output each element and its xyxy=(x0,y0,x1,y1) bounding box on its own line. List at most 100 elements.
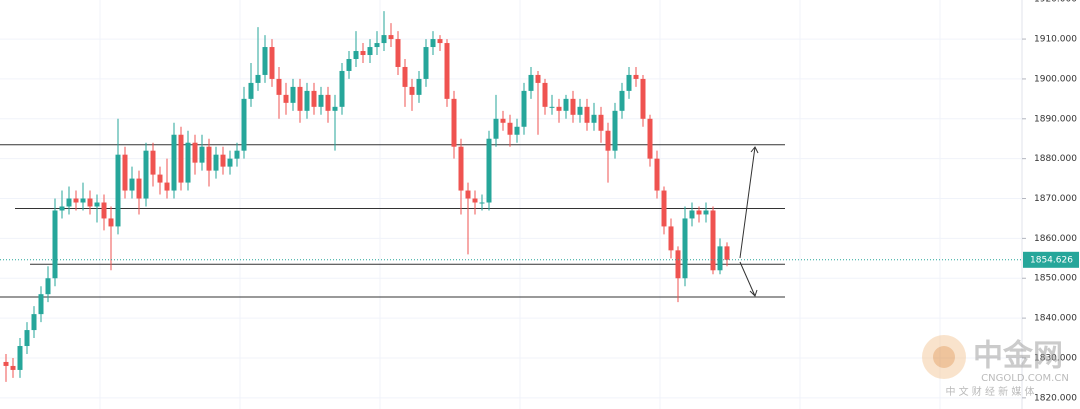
candle-body xyxy=(129,178,135,191)
candle-body xyxy=(381,35,387,44)
candle-body xyxy=(521,90,527,127)
candle-body xyxy=(437,39,443,44)
y-tick-label: 1860.000 xyxy=(1034,234,1077,244)
candle-body xyxy=(143,150,149,199)
candle-body xyxy=(339,70,345,107)
candle-body xyxy=(157,174,163,183)
grid xyxy=(0,38,1022,399)
candle-body xyxy=(388,35,394,40)
candle-body xyxy=(535,74,541,83)
candle-body xyxy=(213,154,219,171)
candle-body xyxy=(717,246,723,271)
candle-body xyxy=(640,78,646,119)
y-tick-label: 1910.000 xyxy=(1034,35,1077,45)
watermark: 中金网 CNGOLD.COM.CN 中 文 财 经 新 媒 体 xyxy=(922,335,1069,398)
candle-body xyxy=(80,198,86,203)
candle-body xyxy=(451,98,457,147)
candle-body xyxy=(514,126,520,135)
candle-body xyxy=(3,361,9,366)
candle-body xyxy=(367,47,373,56)
candle-body xyxy=(458,146,464,191)
candle-body xyxy=(199,146,205,163)
arrow-down xyxy=(739,261,758,297)
arrow-up xyxy=(739,146,759,259)
candle-body xyxy=(192,142,198,163)
candle-body xyxy=(563,98,569,111)
y-tick-label: 1820.000 xyxy=(1034,393,1077,403)
y-tick-label: 1890.000 xyxy=(1034,114,1077,124)
candle-body xyxy=(619,90,625,111)
last-price-label: 1854.626 xyxy=(1030,255,1073,265)
candle-body xyxy=(311,90,317,107)
last-price-box xyxy=(1023,251,1079,268)
candle-body xyxy=(220,154,226,167)
y-axis: 1820.000 1830.000 1840.000 1850.000 1860.000… xyxy=(1022,0,1079,403)
candle-body xyxy=(325,94,331,111)
arrows xyxy=(739,146,759,297)
candle-body xyxy=(185,142,191,183)
candle-body xyxy=(472,198,478,203)
candle-body xyxy=(605,130,611,151)
candle-body xyxy=(696,210,702,215)
candle-body xyxy=(500,118,506,123)
candle-body xyxy=(276,78,282,95)
y-tick-label: 1830.000 xyxy=(1034,353,1077,363)
y-tick-label: 1900.000 xyxy=(1034,74,1077,84)
vertical-grid xyxy=(99,0,941,409)
watermark-brand: 中金网 xyxy=(973,339,1063,374)
candle-body xyxy=(45,278,51,295)
candle-body xyxy=(479,202,485,204)
candle-body xyxy=(206,146,212,171)
candle-body xyxy=(710,210,716,271)
candle-body xyxy=(549,106,555,108)
candle-body xyxy=(122,154,128,191)
candle-body xyxy=(486,138,492,203)
y-tick-label: 1870.000 xyxy=(1034,194,1077,204)
candle-body xyxy=(402,66,408,87)
candle-body xyxy=(612,110,618,151)
candle-body xyxy=(570,98,576,115)
candle-body xyxy=(164,182,170,191)
candle-body xyxy=(395,39,401,67)
candle-body xyxy=(661,190,667,227)
candle-body xyxy=(31,314,37,331)
candle-body xyxy=(248,82,254,99)
candle-body xyxy=(577,106,583,115)
candle-body xyxy=(444,43,450,99)
candle-body xyxy=(668,226,674,251)
candle-body xyxy=(262,47,268,75)
candle-body xyxy=(234,150,240,159)
candle-body xyxy=(675,250,681,279)
candle-body xyxy=(353,51,359,59)
candle-body xyxy=(374,43,380,48)
candle-body xyxy=(283,94,289,103)
candle-body xyxy=(304,90,310,111)
candle-body xyxy=(115,154,121,227)
candle-body xyxy=(332,106,338,111)
candle-body xyxy=(87,198,93,207)
logo-inner xyxy=(933,346,955,368)
watermark-tagline: 中 文 财 经 新 媒 体 xyxy=(945,385,1034,398)
candle-body xyxy=(171,134,177,191)
candle-body xyxy=(507,122,513,135)
candle-body xyxy=(647,118,653,159)
y-tick-label: 1880.000 xyxy=(1034,154,1077,164)
y-tick-label: 1850.000 xyxy=(1034,274,1077,284)
candle-body xyxy=(94,202,100,207)
candle-body xyxy=(66,198,72,207)
candle-body xyxy=(241,98,247,151)
candle-body xyxy=(24,330,30,347)
y-tick-label: 1920.000 xyxy=(1034,0,1077,5)
candle-body xyxy=(346,58,352,71)
candle-body xyxy=(430,39,436,48)
candle-body xyxy=(52,210,58,279)
candle-body xyxy=(416,78,422,95)
candle-body xyxy=(626,74,632,91)
candle-body xyxy=(465,190,471,199)
candle-body xyxy=(654,158,660,191)
candle-body xyxy=(255,74,261,83)
candle-body xyxy=(689,210,695,219)
y-tick-label: 1840.000 xyxy=(1034,314,1077,324)
